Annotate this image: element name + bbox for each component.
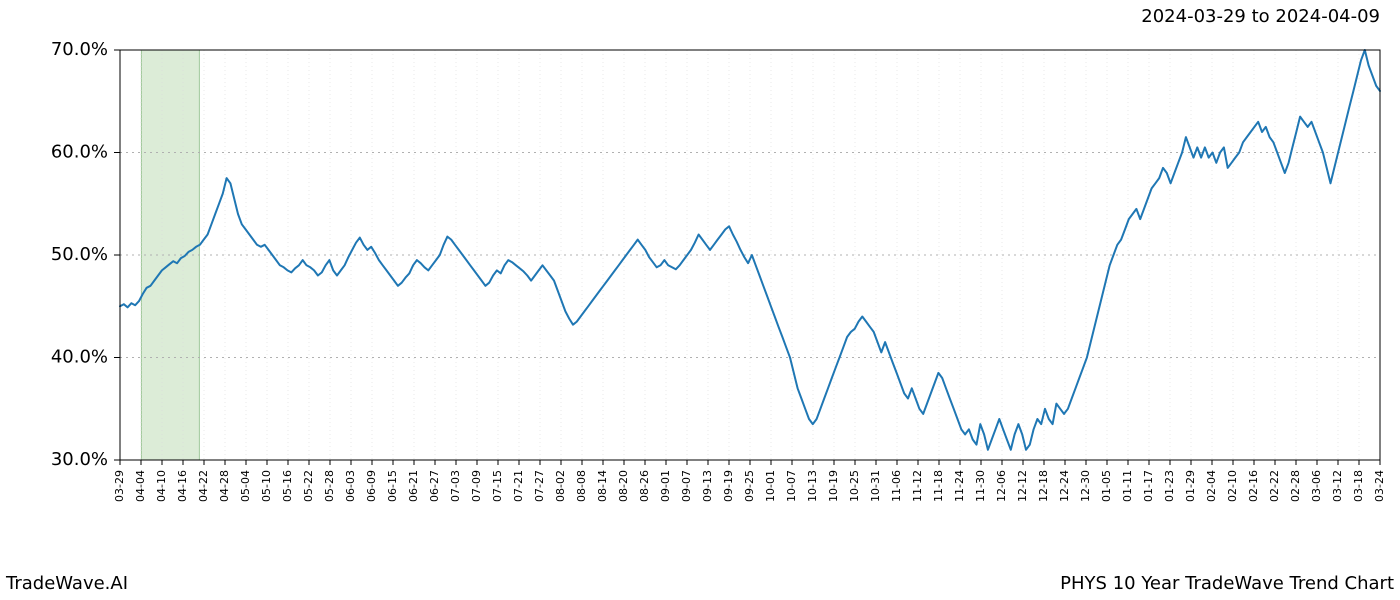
svg-text:01-05: 01-05: [1100, 470, 1113, 502]
svg-text:08-14: 08-14: [596, 470, 609, 502]
svg-text:11-12: 11-12: [911, 470, 924, 502]
svg-text:40.0%: 40.0%: [51, 347, 108, 368]
svg-text:06-15: 06-15: [386, 470, 399, 502]
svg-text:01-17: 01-17: [1142, 470, 1155, 502]
svg-text:05-28: 05-28: [323, 470, 336, 502]
svg-text:10-25: 10-25: [848, 470, 861, 502]
svg-text:03-06: 03-06: [1310, 470, 1323, 502]
svg-text:70.0%: 70.0%: [51, 40, 108, 60]
svg-text:06-03: 06-03: [344, 470, 357, 502]
svg-text:50.0%: 50.0%: [51, 244, 108, 265]
svg-text:07-09: 07-09: [470, 470, 483, 502]
svg-text:11-06: 11-06: [890, 470, 903, 502]
svg-text:10-07: 10-07: [785, 470, 798, 502]
brand-footer: TradeWave.AI: [6, 573, 128, 594]
svg-text:12-30: 12-30: [1079, 470, 1092, 502]
svg-text:09-19: 09-19: [722, 470, 735, 502]
svg-text:08-08: 08-08: [575, 470, 588, 502]
svg-text:08-26: 08-26: [638, 470, 651, 502]
svg-text:10-01: 10-01: [764, 470, 777, 502]
svg-text:06-21: 06-21: [407, 470, 420, 502]
svg-text:02-22: 02-22: [1268, 470, 1281, 502]
svg-text:03-24: 03-24: [1373, 470, 1386, 502]
svg-text:05-16: 05-16: [281, 470, 294, 502]
svg-text:02-16: 02-16: [1247, 470, 1260, 502]
svg-text:09-01: 09-01: [659, 470, 672, 502]
svg-text:08-02: 08-02: [554, 470, 567, 502]
svg-text:07-03: 07-03: [449, 470, 462, 502]
svg-text:12-12: 12-12: [1016, 470, 1029, 502]
svg-text:11-18: 11-18: [932, 470, 945, 502]
svg-text:05-22: 05-22: [302, 470, 315, 502]
svg-text:12-18: 12-18: [1037, 470, 1050, 502]
svg-text:03-18: 03-18: [1352, 470, 1365, 502]
svg-text:08-20: 08-20: [617, 470, 630, 502]
svg-text:09-25: 09-25: [743, 470, 756, 502]
svg-text:01-11: 01-11: [1121, 470, 1134, 502]
svg-text:11-24: 11-24: [953, 470, 966, 502]
svg-text:60.0%: 60.0%: [51, 142, 108, 163]
trend-chart: 30.0% 40.0% 50.0% 60.0% 70.0% 03-29 04-04 04-10…: [0, 40, 1400, 560]
svg-text:09-13: 09-13: [701, 470, 714, 502]
svg-text:04-04: 04-04: [134, 470, 147, 502]
svg-text:03-29: 03-29: [113, 470, 126, 502]
svg-text:04-16: 04-16: [176, 470, 189, 502]
svg-text:04-22: 04-22: [197, 470, 210, 502]
svg-text:07-21: 07-21: [512, 470, 525, 502]
svg-text:07-27: 07-27: [533, 470, 546, 502]
svg-text:30.0%: 30.0%: [51, 449, 108, 470]
svg-text:01-29: 01-29: [1184, 470, 1197, 502]
svg-text:06-09: 06-09: [365, 470, 378, 502]
svg-text:05-10: 05-10: [260, 470, 273, 502]
svg-text:10-31: 10-31: [869, 470, 882, 502]
svg-text:01-23: 01-23: [1163, 470, 1176, 502]
chart-title-footer: PHYS 10 Year TradeWave Trend Chart: [1060, 573, 1394, 594]
svg-text:10-19: 10-19: [827, 470, 840, 502]
svg-text:02-04: 02-04: [1205, 470, 1218, 502]
svg-text:12-06: 12-06: [995, 470, 1008, 502]
svg-text:04-28: 04-28: [218, 470, 231, 502]
date-range-header: 2024-03-29 to 2024-04-09: [1141, 6, 1380, 27]
svg-text:11-30: 11-30: [974, 470, 987, 502]
svg-text:10-13: 10-13: [806, 470, 819, 502]
svg-text:12-24: 12-24: [1058, 470, 1071, 502]
svg-text:03-12: 03-12: [1331, 470, 1344, 502]
svg-text:04-10: 04-10: [155, 470, 168, 502]
svg-text:06-27: 06-27: [428, 470, 441, 502]
svg-text:02-28: 02-28: [1289, 470, 1302, 502]
svg-text:02-10: 02-10: [1226, 470, 1239, 502]
svg-text:05-04: 05-04: [239, 470, 252, 502]
svg-text:07-15: 07-15: [491, 470, 504, 502]
svg-text:09-07: 09-07: [680, 470, 693, 502]
